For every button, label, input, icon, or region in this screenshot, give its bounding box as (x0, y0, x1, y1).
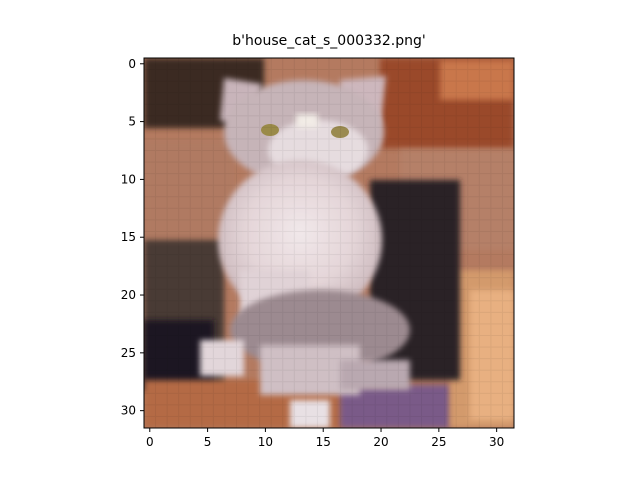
y-tick-label: 30 (121, 404, 136, 418)
x-tick-label: 15 (316, 435, 331, 449)
x-tick-label: 25 (431, 435, 446, 449)
y-axis: 0 5 10 15 20 25 30 (121, 57, 144, 418)
x-tick-label: 0 (146, 435, 154, 449)
x-tick-label: 5 (204, 435, 212, 449)
x-tick-label: 10 (258, 435, 273, 449)
pixelated-cat-image (144, 58, 514, 428)
y-tick-label: 25 (121, 346, 136, 360)
y-tick-label: 10 (121, 172, 136, 186)
x-tick-label: 30 (489, 435, 504, 449)
plot-title: b'house_cat_s_000332.png' (232, 33, 426, 49)
y-tick-label: 15 (121, 230, 136, 244)
y-tick-label: 20 (121, 288, 136, 302)
y-tick-label: 0 (128, 57, 136, 71)
x-axis: 0 5 10 15 20 25 30 (146, 428, 504, 449)
y-tick-label: 5 (128, 115, 136, 129)
x-tick-label: 20 (373, 435, 388, 449)
axes-frame (143, 57, 515, 429)
